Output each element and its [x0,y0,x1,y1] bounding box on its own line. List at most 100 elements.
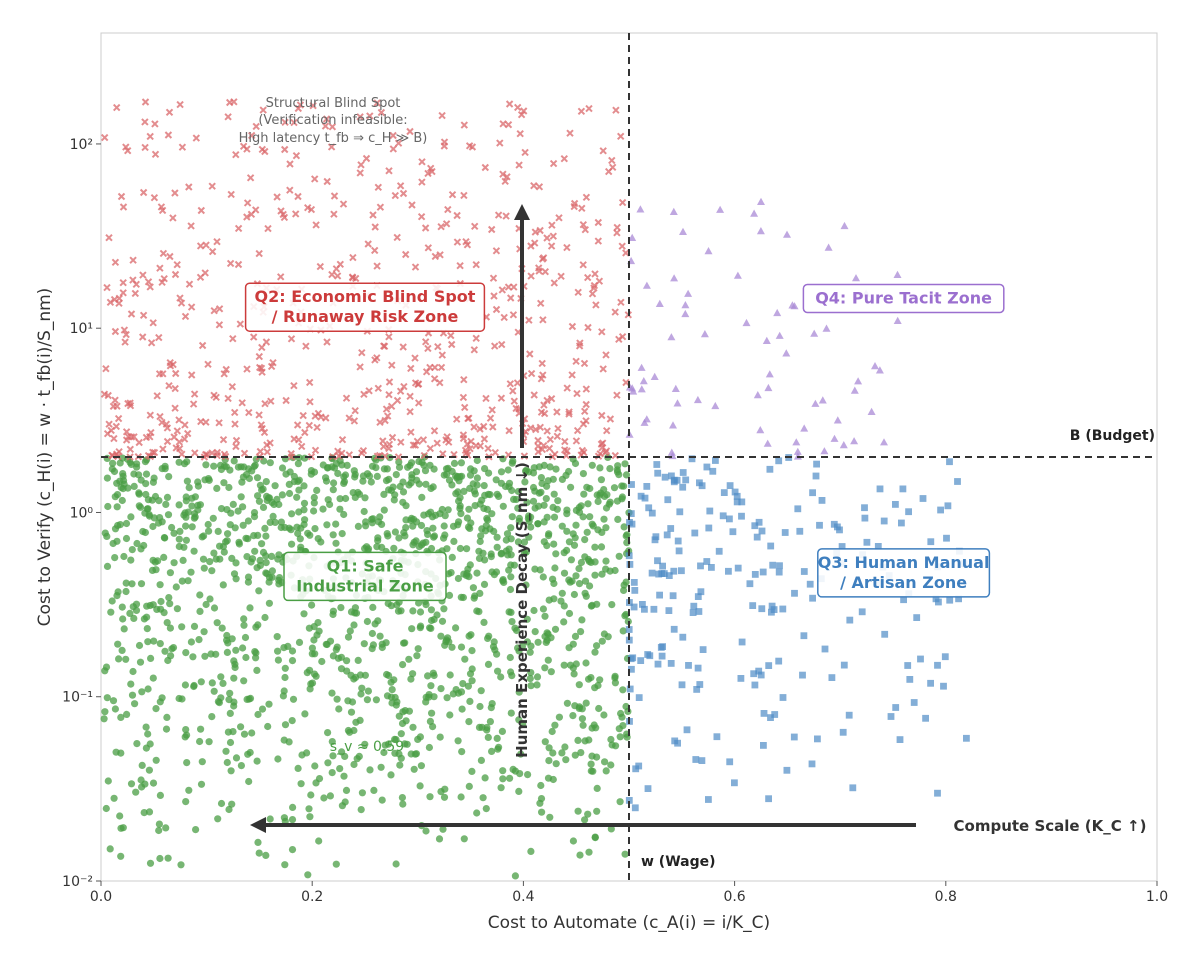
data-point-q1 [111,493,119,501]
data-point-q1 [608,741,616,749]
data-point-q2 [229,334,237,343]
data-point-q1 [366,766,374,774]
data-point-q1 [295,638,304,647]
data-point-q2 [173,260,181,269]
data-point-q1 [471,502,479,510]
data-point-q1 [245,777,253,786]
data-point-q2 [503,173,511,181]
data-point-q1 [196,737,204,746]
data-point-q1 [232,754,241,762]
data-point-q2 [370,246,379,255]
data-point-q1 [587,602,596,610]
data-point-q2 [321,122,330,130]
data-point-q1 [129,603,137,611]
data-point-q1 [315,837,323,845]
data-point-q1 [328,689,336,697]
data-point-q2 [121,338,129,346]
data-point-q1 [422,693,430,701]
data-point-q1 [351,493,359,501]
data-point-q1 [340,479,348,487]
data-point-q2 [259,106,267,114]
data-point-q1 [117,713,125,722]
data-point-q2 [156,264,164,272]
data-point-q1 [515,514,524,523]
data-point-q2 [126,399,134,407]
data-point-q1 [494,667,502,675]
data-point-q1 [210,462,218,470]
data-point-q3 [899,485,907,493]
data-point-q1 [115,655,123,663]
data-point-q1 [547,668,555,676]
data-point-q1 [499,767,507,775]
data-point-q1 [481,465,489,473]
data-point-q3 [845,711,853,719]
data-point-q1 [166,600,174,608]
data-point-q2 [414,399,423,407]
data-point-q1 [298,751,306,759]
data-point-q1 [287,526,295,534]
x-tick-label: 0.2 [301,889,323,905]
data-point-q2 [582,193,591,202]
data-point-q2 [437,363,446,372]
data-point-q2 [557,272,565,281]
data-point-q1 [445,591,454,600]
data-point-q2 [602,351,610,359]
data-point-q1 [361,544,369,553]
data-point-q1 [190,682,198,691]
data-point-q2 [543,427,551,435]
data-point-q1 [208,567,216,575]
data-point-q1 [175,542,183,551]
data-point-q1 [570,541,579,549]
data-point-q3 [858,608,866,616]
data-point-q2 [577,107,586,116]
data-point-q1 [200,564,208,572]
data-point-q1 [269,512,277,521]
data-point-q3 [751,681,759,689]
data-point-q1 [156,854,164,863]
data-point-q1 [602,524,610,532]
data-point-q1 [459,593,467,602]
data-point-q3 [709,467,717,475]
data-point-q1 [369,603,377,612]
data-point-q2 [175,438,184,446]
data-point-q2 [149,319,157,327]
data-point-q1 [466,697,474,706]
data-point-q3 [759,568,767,576]
data-point-q4 [700,330,709,338]
data-point-q1 [122,534,131,543]
data-point-q1 [173,605,181,613]
data-point-q1 [155,820,163,828]
data-point-q2 [183,429,192,438]
data-point-q1 [306,813,314,821]
data-point-q1 [231,663,239,672]
data-point-q2 [582,400,590,409]
data-point-q2 [373,354,381,362]
data-point-q1 [415,543,423,551]
data-point-q2 [501,177,509,186]
data-point-q3 [757,671,765,679]
data-point-q1 [217,505,226,513]
data-point-q3 [814,735,821,743]
data-point-q2 [575,342,584,350]
data-point-q1 [539,605,548,613]
data-point-q1 [206,558,214,566]
data-point-q2 [527,242,535,250]
data-point-q2 [362,154,371,163]
data-point-q1 [109,459,117,467]
data-point-q1 [572,521,580,529]
x-tick-label: 0.4 [512,889,534,905]
data-point-q1 [326,792,334,800]
data-point-q1 [468,677,476,685]
data-point-q1 [622,471,631,479]
data-point-q3 [652,533,660,541]
data-point-q1 [581,536,589,544]
data-point-q2 [293,421,302,429]
data-point-q2 [263,448,272,456]
data-point-q2 [105,233,113,242]
data-point-q3 [781,529,789,536]
data-point-q1 [239,644,247,652]
data-point-q1 [223,636,231,644]
data-point-q1 [155,826,163,835]
data-point-q2 [141,143,149,152]
data-point-q1 [330,479,338,487]
